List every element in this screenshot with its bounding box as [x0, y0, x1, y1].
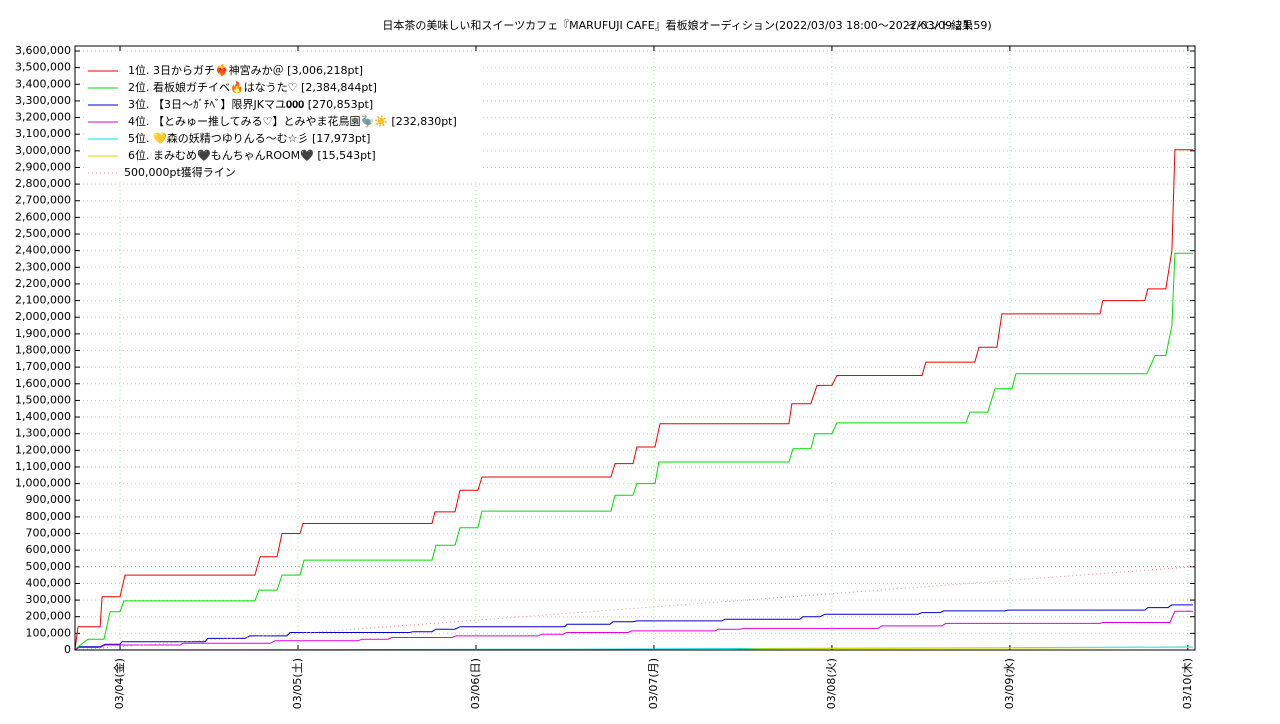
- y-tick-label: 2,300,000: [15, 260, 71, 273]
- legend-label: 4位. 【とみゅー推してみる♡】とみやま花鳥園🦤☀️ [232,830pt]: [128, 114, 457, 128]
- legend-label: 3位. 【3日〜ｶﾞﾁﾍﾞ】限界JKマユ𝟎𝟎𝟎 [270,853pt]: [128, 97, 373, 111]
- y-tick-label: 2,600,000: [15, 210, 71, 223]
- series-line: [74, 610, 1193, 651]
- y-tick-label: 2,500,000: [15, 227, 71, 240]
- legend-label: 1位. 3日からガチ❤‍🔥神宮みか＠ [3,006,218pt]: [128, 63, 363, 77]
- y-tick-label: 2,900,000: [15, 160, 71, 173]
- legend-label: 6位. まみむめ🖤もんちゃんROOM🖤 [15,543pt]: [128, 148, 376, 162]
- y-tick-label: 500,000: [26, 560, 72, 573]
- series-line: [74, 252, 1193, 651]
- chart-title: 日本茶の美味しい和スイーツカフェ『MARUFUJI CAFE』看板娘オーディショ…: [382, 18, 991, 32]
- y-tick-label: 1,100,000: [15, 460, 71, 473]
- x-tick-label: 03/10(木): [1181, 658, 1194, 709]
- y-tick-label: 1,400,000: [15, 410, 71, 423]
- y-tick-label: 700,000: [26, 527, 72, 540]
- y-tick-label: 2,200,000: [15, 277, 71, 290]
- y-tick-label: 1,300,000: [15, 427, 71, 440]
- y-tick-label: 3,600,000: [15, 44, 71, 57]
- y-tick-label: 3,500,000: [15, 61, 71, 74]
- x-tick-label: 03/06(日): [469, 658, 482, 709]
- legend-label: 5位. 💛森の妖精つゆりんる〜む☆彡 [17,973pt]: [128, 131, 370, 145]
- y-tick-label: 3,100,000: [15, 127, 71, 140]
- x-tick-label: 03/05(土): [291, 658, 304, 709]
- legend-label: 2位. 看板娘ガチイベ🔥はなうた♡ [2,384,844pt]: [128, 80, 377, 94]
- y-tick-label: 2,800,000: [15, 177, 71, 190]
- y-tick-label: 400,000: [26, 576, 72, 589]
- y-tick-label: 600,000: [26, 543, 72, 556]
- plot-frame: [74, 45, 1196, 651]
- series-line: [74, 149, 1193, 651]
- y-tick-label: 2,400,000: [15, 244, 71, 257]
- y-tick-label: 900,000: [26, 493, 72, 506]
- chart-subtitle: イベント結果: [907, 18, 973, 32]
- y-tick-label: 100,000: [26, 626, 72, 639]
- y-tick-label: 2,000,000: [15, 310, 71, 323]
- y-tick-label: 200,000: [26, 610, 72, 623]
- y-tick-label: 3,000,000: [15, 144, 71, 157]
- x-tick-label: 03/09(水): [1003, 658, 1016, 709]
- y-tick-label: 800,000: [26, 510, 72, 523]
- y-tick-label: 3,200,000: [15, 111, 71, 124]
- y-tick-label: 3,300,000: [15, 94, 71, 107]
- y-tick-label: 0: [64, 643, 71, 656]
- x-tick-label: 03/08(火): [825, 658, 838, 709]
- y-tick-label: 1,200,000: [15, 443, 71, 456]
- series-line: [74, 604, 1193, 651]
- series-line: [74, 566, 1193, 651]
- x-tick-label: 03/07(月): [647, 658, 660, 709]
- y-tick-label: 1,900,000: [15, 327, 71, 340]
- x-tick-label: 03/04(金): [112, 658, 126, 709]
- y-tick-label: 1,700,000: [15, 360, 71, 373]
- y-tick-label: 2,700,000: [15, 194, 71, 207]
- y-tick-label: 3,400,000: [15, 77, 71, 90]
- y-tick-label: 1,000,000: [15, 477, 71, 490]
- y-tick-label: 1,600,000: [15, 377, 71, 390]
- legend-box: [85, 54, 480, 179]
- y-tick-label: 1,500,000: [15, 393, 71, 406]
- y-tick-label: 300,000: [26, 593, 72, 606]
- legend-label: 500,000pt獲得ライン: [124, 166, 236, 179]
- y-tick-label: 2,100,000: [15, 294, 71, 307]
- y-tick-label: 1,800,000: [15, 343, 71, 356]
